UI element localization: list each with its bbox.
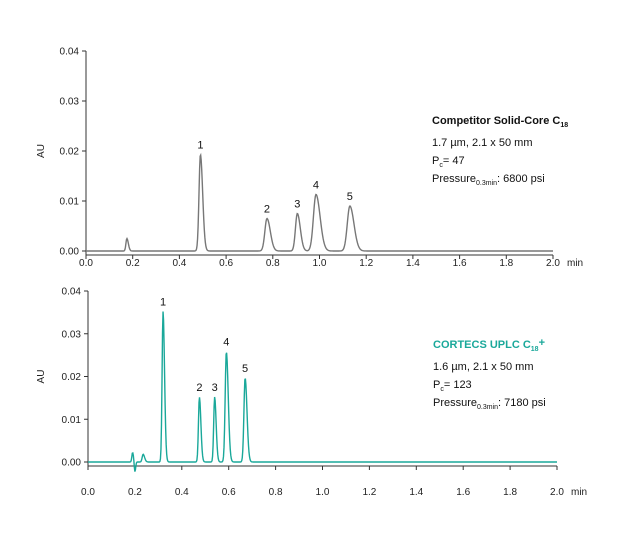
x-tick-label: 1.6 (453, 258, 467, 269)
y-axis-label: AU (36, 144, 47, 158)
x-unit-label: min (571, 487, 587, 498)
x-tick-label: 1.0 (316, 487, 330, 498)
bottom-chromatogram-panel: 0.00 0.01 0.02 0.03 0.04 AU 0.0 0.2 0.4 0.6 0.8 1.0… (36, 287, 587, 499)
peak-label: 4 (223, 337, 229, 349)
x-unit-label: min (567, 258, 583, 269)
column-spec-line: Pc= 123 (433, 379, 472, 393)
x-tick-label: 0.6 (219, 258, 233, 269)
y-tick-label: 0.04 (60, 47, 80, 58)
column-spec-line: Pressure0.3min: 7180 psi (433, 397, 546, 411)
x-tick-label: 0.4 (175, 487, 189, 498)
x-tick-label: 0.0 (81, 487, 95, 498)
x-tick-label: 2.0 (546, 258, 560, 269)
x-tick-label: 0.4 (172, 258, 186, 269)
x-tick-label: 1.0 (313, 258, 327, 269)
y-tick-label: 0.02 (62, 372, 82, 383)
peak-label: 3 (294, 199, 300, 211)
peak-label: 2 (196, 382, 202, 394)
x-tick-label: 1.8 (499, 258, 513, 269)
peak-label: 5 (242, 363, 248, 375)
peak-label: 1 (197, 140, 203, 152)
column-spec-line: 1.6 µm, 2.1 x 50 mm (433, 361, 533, 373)
chromatogram-trace (86, 152, 553, 252)
x-tick-label: 1.6 (456, 487, 470, 498)
x-tick-label: 1.4 (406, 258, 420, 269)
x-tick-label: 0.8 (266, 258, 280, 269)
peak-label: 4 (313, 180, 319, 192)
chromatogram-trace (88, 311, 557, 472)
x-tick-label: 1.2 (359, 258, 373, 269)
y-tick-label: 0.00 (60, 247, 80, 258)
y-tick-label: 0.02 (60, 147, 80, 158)
top-chromatogram-panel: 0.00 0.01 0.02 0.03 0.04 AU 0.0 0.2 0.4 0.6 0.8 1.0… (36, 47, 583, 270)
x-tick-label: 1.2 (362, 487, 376, 498)
x-tick-label: 0.8 (269, 487, 283, 498)
peak-label: 3 (212, 382, 218, 394)
x-tick-label: 0.2 (126, 258, 140, 269)
peak-label: 2 (264, 204, 270, 216)
y-tick-label: 0.01 (60, 197, 80, 208)
x-tick-label: 0.6 (222, 487, 236, 498)
y-tick-label: 0.03 (60, 97, 80, 108)
y-axis-label: AU (36, 370, 47, 384)
y-tick-label: 0.00 (62, 458, 82, 469)
y-tick-label: 0.01 (62, 415, 82, 426)
y-tick-label: 0.04 (62, 287, 82, 298)
peak-label: 1 (160, 297, 166, 309)
column-name: CORTECS UPLC C18+ (433, 337, 545, 353)
column-name: Competitor Solid-Core C18 (432, 115, 568, 129)
y-tick-label: 0.03 (62, 329, 82, 340)
x-tick-label: 0.0 (79, 258, 93, 269)
x-tick-label: 2.0 (550, 487, 564, 498)
column-spec-line: 1.7 µm, 2.1 x 50 mm (432, 137, 532, 149)
column-spec-line: Pc= 47 (432, 155, 465, 169)
peak-label: 5 (347, 191, 353, 203)
x-tick-label: 0.2 (128, 487, 142, 498)
x-tick-label: 1.8 (503, 487, 517, 498)
x-tick-label: 1.4 (409, 487, 423, 498)
column-spec-line: Pressure0.3min: 6800 psi (432, 173, 545, 187)
